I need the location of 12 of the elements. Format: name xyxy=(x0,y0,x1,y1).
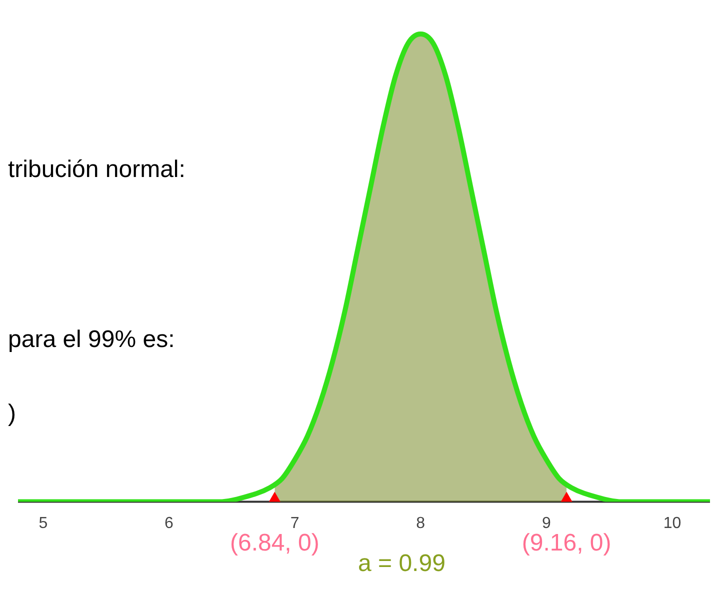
x-tick-label: 9 xyxy=(542,514,551,532)
annotation: para el 99% es: xyxy=(8,326,175,354)
x-tick-label: 10 xyxy=(663,514,682,532)
x-tick-label: 8 xyxy=(416,514,426,532)
annotation: (6.84, 0) xyxy=(230,529,320,556)
text: a = 0.99 xyxy=(358,550,446,578)
x-tick-label: 7 xyxy=(290,514,300,532)
annotation: (9.16, 0) xyxy=(522,529,612,556)
x-tick-label: 5 xyxy=(38,514,48,532)
x-tick-label: 6 xyxy=(164,514,174,532)
annotation: tribución normal: xyxy=(8,156,186,184)
text: ) xyxy=(8,400,16,428)
